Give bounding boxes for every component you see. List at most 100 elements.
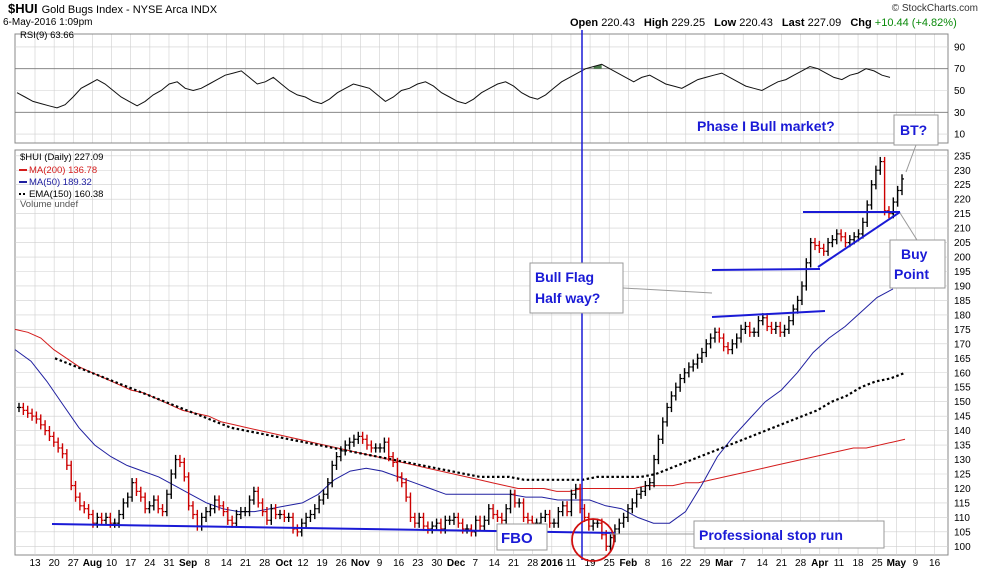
x-tick-label: 28 xyxy=(527,558,539,569)
bull-flag-label: Bull Flag xyxy=(535,269,594,285)
price-bar xyxy=(456,512,461,528)
price-bar xyxy=(103,512,108,525)
price-bar xyxy=(30,408,35,421)
price-bar xyxy=(521,498,526,523)
x-tick-label: Feb xyxy=(619,558,637,569)
price-bar xyxy=(447,515,452,525)
price-bar xyxy=(186,472,191,511)
price-bar xyxy=(282,509,287,523)
x-tick-label: 25 xyxy=(872,558,884,569)
x-tick-label: 16 xyxy=(393,558,405,569)
price-bar xyxy=(565,501,570,517)
price-bar xyxy=(669,391,674,413)
price-bar xyxy=(308,509,313,523)
price-bar xyxy=(430,521,435,534)
price-bar xyxy=(834,229,839,245)
price-bar xyxy=(256,486,261,508)
price-bar xyxy=(291,512,296,534)
y-tick-label: 230 xyxy=(954,166,971,177)
price-bar xyxy=(295,524,300,537)
x-tick-label: Mar xyxy=(715,558,733,569)
x-tick-label: 7 xyxy=(472,558,478,569)
x-tick-label: 12 xyxy=(297,558,309,569)
x-tick-label: 20 xyxy=(49,558,61,569)
price-bar xyxy=(121,498,126,520)
y-tick-label: 220 xyxy=(954,195,971,206)
price-bar xyxy=(660,417,665,444)
quote-strip: Open 220.43 High 229.25 Low 220.43 Last … xyxy=(570,17,957,29)
price-bar xyxy=(878,156,883,175)
price-bar xyxy=(791,304,796,326)
high-value: 229.25 xyxy=(671,17,706,29)
price-bar xyxy=(673,382,678,401)
price-bar xyxy=(704,339,709,358)
y-tick-label: 205 xyxy=(954,238,971,249)
y-tick-label: 140 xyxy=(954,426,971,437)
price-bar xyxy=(86,504,91,520)
price-bar xyxy=(230,515,235,528)
price-bar xyxy=(873,165,878,190)
price-bar xyxy=(404,478,409,502)
y-tick-label: 135 xyxy=(954,441,971,452)
y-tick-label: 175 xyxy=(954,325,971,336)
y-tick-label: 150 xyxy=(954,397,971,408)
price-bar xyxy=(656,434,661,465)
price-bar xyxy=(273,504,278,520)
x-tick-label: Aug xyxy=(83,558,102,569)
x-tick-label: 21 xyxy=(240,558,252,569)
x-tick-label: 9 xyxy=(913,558,919,569)
rsi-tick-label: 30 xyxy=(954,108,966,119)
price-bar xyxy=(512,489,517,508)
price-bar xyxy=(412,512,417,528)
price-bar xyxy=(451,512,456,525)
legend-volume: Volume undef xyxy=(20,199,78,210)
bt-box xyxy=(893,114,939,146)
x-tick-label: 13 xyxy=(29,558,41,569)
price-bar xyxy=(747,321,752,337)
price-bar xyxy=(882,156,887,216)
price-bar xyxy=(56,437,61,453)
price-bar xyxy=(712,327,717,343)
ema150-line xyxy=(54,357,906,481)
x-tick-label: 18 xyxy=(852,558,864,569)
price-bar xyxy=(190,501,195,520)
price-bar xyxy=(317,495,322,514)
price-bar xyxy=(21,402,26,415)
bt-label: BT? xyxy=(900,122,927,138)
price-bar xyxy=(47,425,52,442)
x-tick-label: 2016 xyxy=(541,558,564,569)
price-bar xyxy=(304,512,309,528)
price-bar xyxy=(547,509,552,528)
y-tick-label: 145 xyxy=(954,412,971,423)
price-bar xyxy=(869,180,874,210)
price-bar xyxy=(782,324,787,337)
x-tick-label: 29 xyxy=(699,558,711,569)
price-bar xyxy=(264,506,269,525)
price-bar xyxy=(364,434,369,450)
price-bar xyxy=(786,316,791,334)
flag-bottom-line xyxy=(711,310,826,318)
change-value: +10.44 (+4.82%) xyxy=(874,17,957,29)
bull-flag-box xyxy=(529,262,624,314)
phase-label: Phase I Bull market? xyxy=(697,118,835,134)
price-bar xyxy=(251,486,256,505)
rsi-fill xyxy=(593,64,602,69)
y-tick-label: 100 xyxy=(954,542,971,553)
price-bar xyxy=(682,368,687,384)
price-bar xyxy=(243,506,248,517)
x-tick-label: Oct xyxy=(275,558,292,569)
price-bar xyxy=(586,512,591,531)
price-bar xyxy=(360,431,365,444)
price-bar xyxy=(99,512,104,525)
price-bar xyxy=(552,518,557,528)
x-tick-label: 30 xyxy=(431,558,443,569)
x-tick-label: 21 xyxy=(508,558,520,569)
price-bar xyxy=(321,489,326,505)
open-value: 220.43 xyxy=(601,17,635,29)
x-tick-label: 25 xyxy=(604,558,616,569)
price-bar xyxy=(817,240,822,253)
price-bar xyxy=(634,489,639,508)
price-bar xyxy=(338,446,343,462)
price-bar xyxy=(799,281,804,306)
y-tick-label: 225 xyxy=(954,180,971,191)
